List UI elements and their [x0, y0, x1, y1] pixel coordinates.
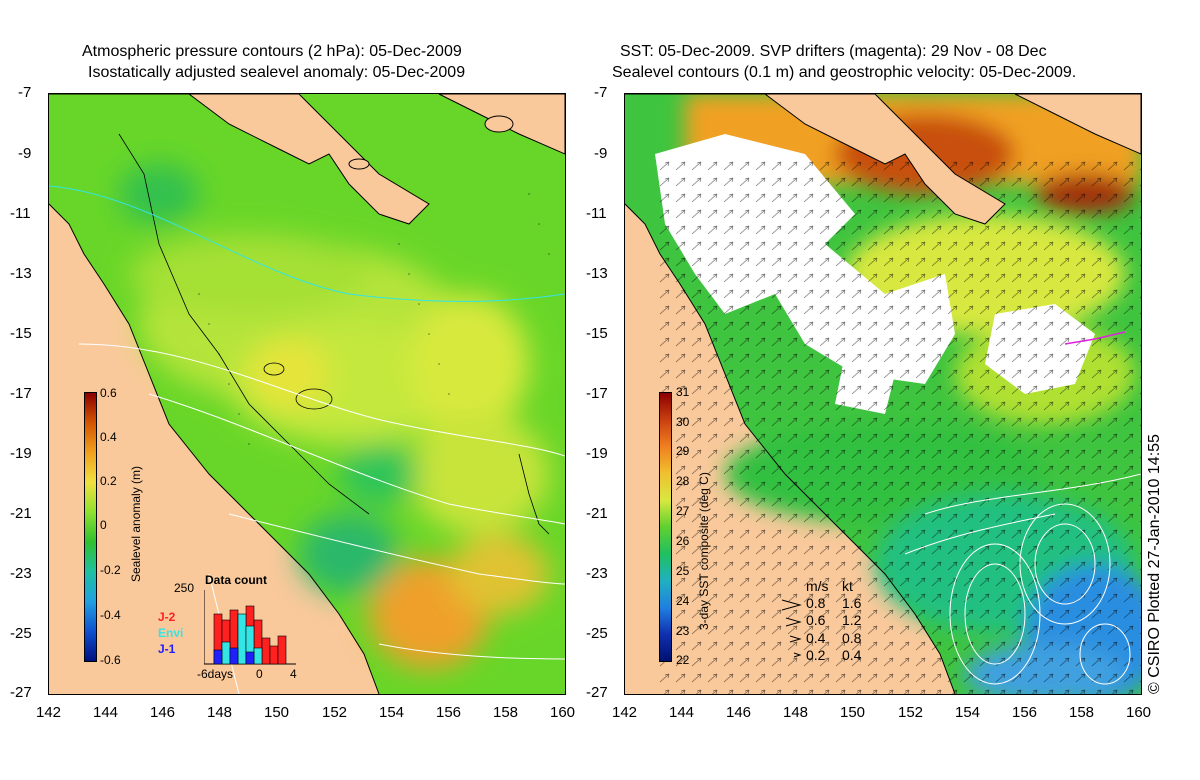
right-x-tick: 144 [669, 704, 695, 721]
left-y-tick: -21 [10, 505, 32, 522]
left-new-guinea [49, 94, 430, 225]
sealevel-colorbar-tick: 0.2 [100, 474, 117, 488]
left-x-tick: 148 [207, 704, 233, 721]
left-y-tick: -11 [10, 205, 31, 222]
velocity-legend-kt: 1.2 [842, 612, 862, 628]
sst-colorbar [659, 392, 672, 662]
right-x-tick: 146 [726, 704, 752, 721]
right-title-line2: Sealevel contours (0.1 m) and geostrophi… [612, 64, 1077, 81]
data-count-title: Data count [205, 573, 268, 587]
sst-colorbar-tick: 26 [676, 534, 690, 548]
legend-envi: Envi [158, 626, 184, 640]
right-y-tick: -25 [586, 625, 608, 642]
right-x-tick: 156 [1012, 704, 1038, 721]
sst-colorbar-label: 3-day SST composite (deg C) [697, 472, 711, 630]
left-x-tick: 150 [264, 704, 290, 721]
sst-colorbar-tick: 28 [676, 474, 690, 488]
right-x-tick: 158 [1069, 704, 1095, 721]
right-title-line1: SST: 05-Dec-2009. SVP drifters (magenta)… [620, 43, 1047, 60]
velocity-legend-kt: 0.4 [842, 647, 862, 663]
left-x-tick: 156 [436, 704, 462, 721]
left-y-tick: -9 [18, 145, 32, 162]
right-y-tick: -23 [586, 565, 608, 582]
velocity-legend-ms-header: m/s [806, 578, 829, 594]
velocity-legend-ms: 0.2 [806, 647, 826, 663]
left-x-tick: 142 [36, 704, 62, 721]
right-y-tick: -15 [586, 325, 608, 342]
velocity-legend-kt-header: kt [842, 578, 853, 594]
sealevel-colorbar-tick: -0.4 [100, 608, 121, 622]
sealevel-colorbar [84, 392, 97, 662]
velocity-legend-kt: 0.8 [842, 630, 862, 646]
data-count-xtick: -6days [197, 667, 234, 681]
left-x-tick: 158 [493, 704, 519, 721]
sealevel-colorbar-tick: 0 [100, 518, 107, 532]
left-x-tick: 154 [379, 704, 405, 721]
right-y-tick: -11 [586, 205, 607, 222]
right-x-tick: 160 [1126, 704, 1152, 721]
sealevel-colorbar-tick: 0.6 [100, 386, 117, 400]
credit-text: © CSIRO Plotted 27-Jan-2010 14:55 [1146, 434, 1163, 694]
left-y-tick: -27 [10, 684, 32, 701]
left-y-tick: -25 [10, 625, 32, 642]
right-new-guinea [625, 94, 1006, 225]
left-x-tick: 146 [150, 704, 176, 721]
sst-colorbar-tick: 29 [676, 444, 690, 458]
sst-map [624, 93, 1142, 695]
sst-colorbar-tick: 24 [676, 594, 690, 608]
sst-colorbar-tick: 31 [676, 385, 690, 399]
right-y-tick: -7 [594, 84, 608, 101]
velocity-legend-ms: 0.6 [806, 612, 826, 628]
right-x-tick: 148 [783, 704, 809, 721]
left-y-tick: -17 [10, 385, 32, 402]
sealevel-colorbar-tick: 0.4 [100, 430, 117, 444]
right-y-tick: -9 [594, 145, 608, 162]
data-count-histogram [204, 590, 296, 665]
svp-drifter-track [1064, 331, 1126, 345]
sealevel-colorbar-tick: -0.6 [100, 653, 121, 667]
left-title-line2: Isostatically adjusted sealevel anomaly:… [88, 64, 466, 81]
legend-j2: J-2 [158, 610, 176, 624]
right-x-tick: 142 [612, 704, 638, 721]
sst-colorbar-tick: 23 [676, 624, 690, 638]
legend-j1: J-1 [158, 642, 176, 656]
right-x-tick: 152 [898, 704, 924, 721]
data-count-xtick: 0 [256, 667, 263, 681]
sst-colorbar-tick: 22 [676, 653, 690, 667]
velocity-legend-ms: 0.8 [806, 595, 826, 611]
left-x-tick: 144 [93, 704, 119, 721]
data-count-xtick: 4 [290, 667, 297, 681]
left-coastline [49, 203, 380, 694]
right-y-tick: -27 [586, 684, 608, 701]
sst-colorbar-tick: 25 [676, 564, 690, 578]
right-y-tick: -13 [586, 265, 608, 282]
left-y-tick: -23 [10, 565, 32, 582]
sst-colorbar-tick: 27 [676, 504, 690, 518]
left-x-tick: 152 [322, 704, 348, 721]
sealevel-anomaly-map [48, 93, 566, 695]
left-x-tick: 160 [550, 704, 576, 721]
data-count-ymax: 250 [174, 581, 195, 595]
left-y-tick: -13 [10, 265, 32, 282]
left-y-tick: -7 [18, 84, 32, 101]
right-x-tick: 154 [955, 704, 981, 721]
sealevel-colorbar-label: Sealevel anomaly (m) [129, 465, 143, 582]
sst-colorbar-tick: 30 [676, 415, 690, 429]
velocity-legend-arrows [781, 599, 802, 658]
velocity-legend-ms: 0.4 [806, 630, 826, 646]
left-title-line1: Atmospheric pressure contours (2 hPa): 0… [82, 43, 462, 60]
left-y-tick: -15 [10, 325, 32, 342]
right-y-tick: -19 [586, 445, 608, 462]
right-y-tick: -21 [586, 505, 608, 522]
sealevel-colorbar-tick: -0.2 [100, 563, 121, 577]
left-y-tick: -19 [10, 445, 32, 462]
right-x-tick: 150 [840, 704, 866, 721]
velocity-legend-kt: 1.6 [842, 595, 862, 611]
right-y-tick: -17 [586, 385, 608, 402]
